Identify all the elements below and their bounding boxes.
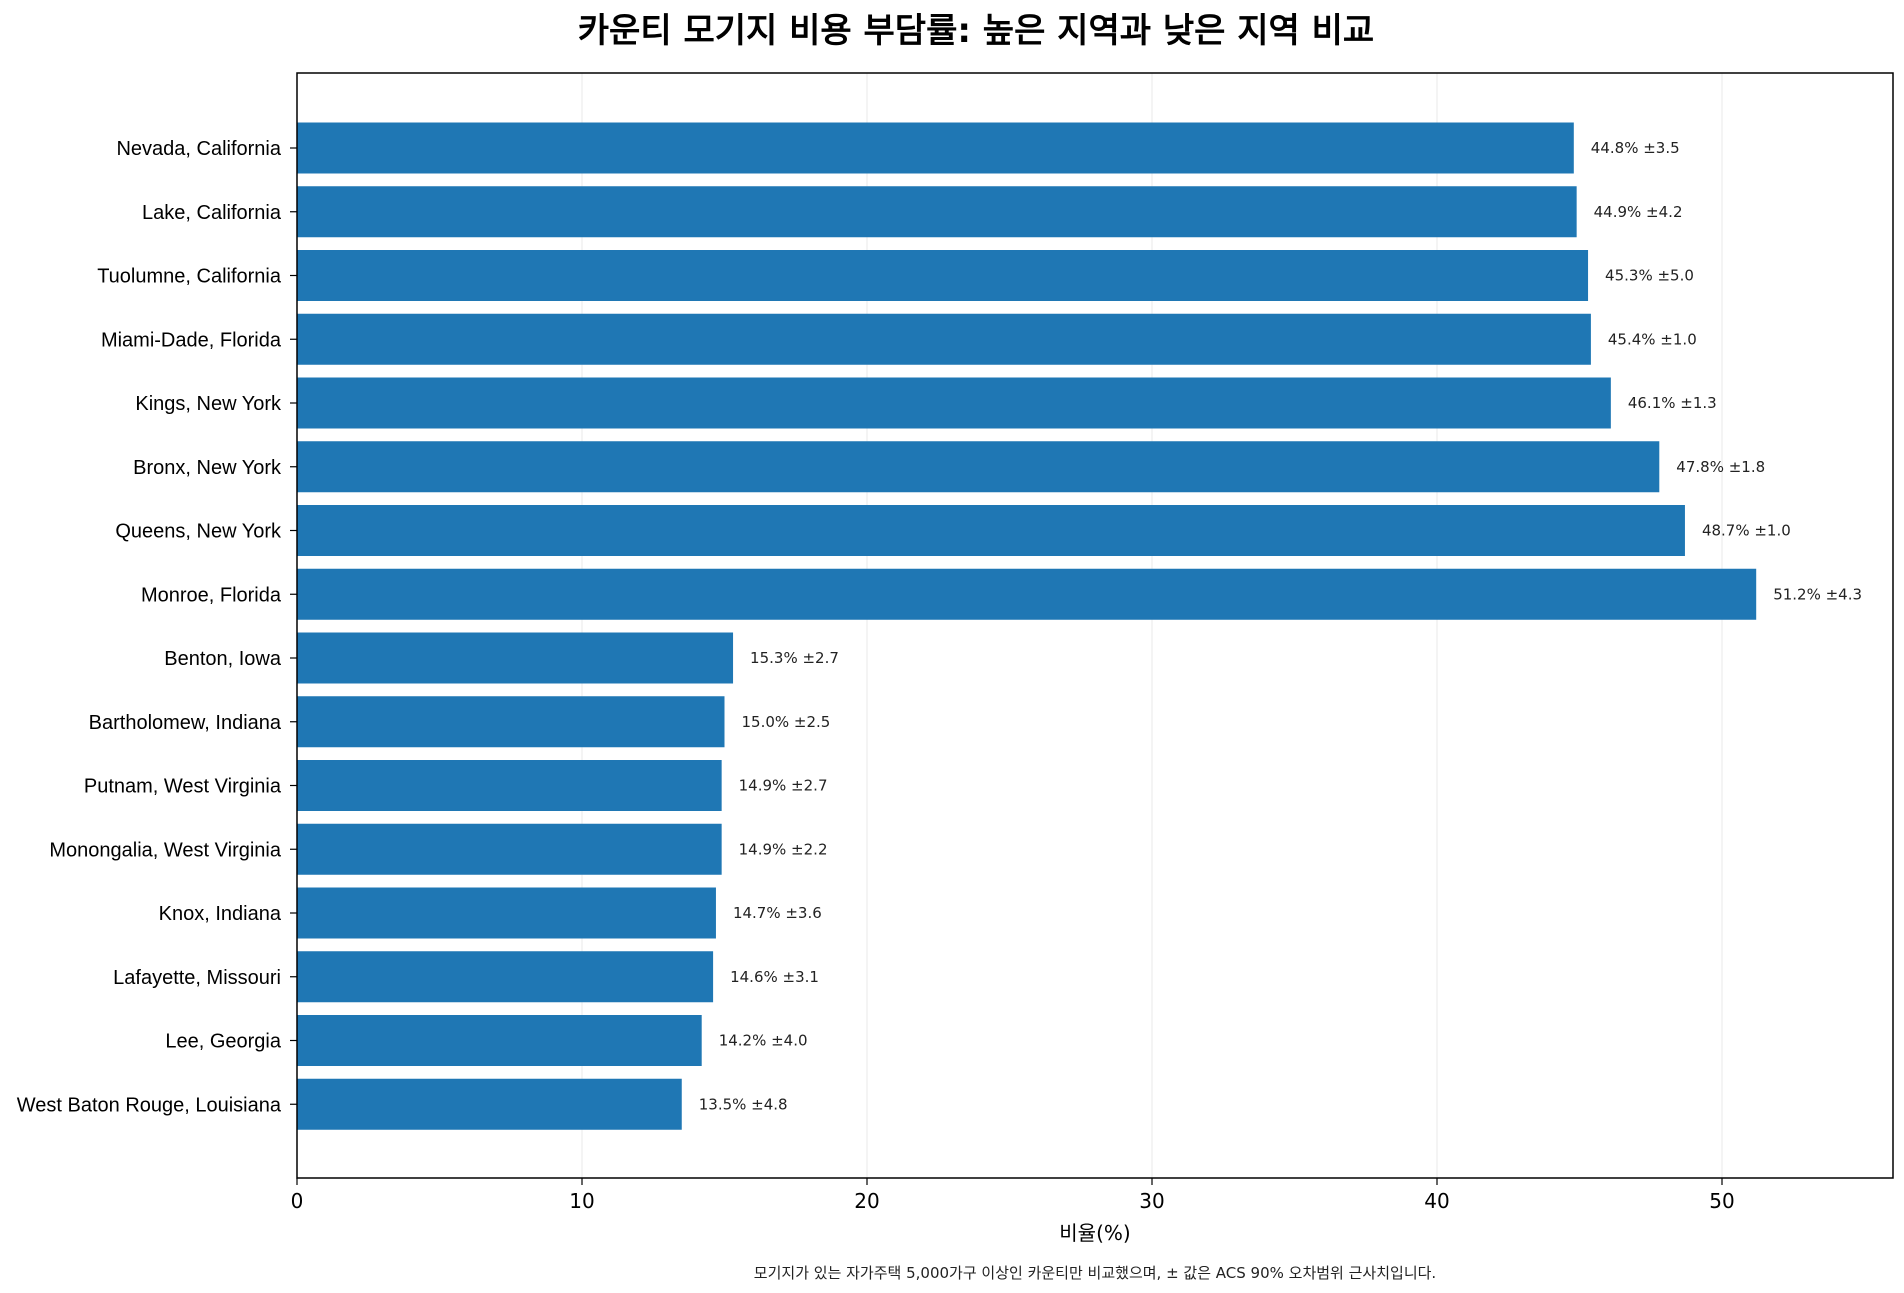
y-tick-label: Monongalia, West Virginia <box>49 839 281 861</box>
y-tick-label: Putnam, West Virginia <box>84 776 282 798</box>
bar <box>297 951 714 1003</box>
y-tick-label: Benton, Iowa <box>164 648 282 670</box>
bar-data-label: 13.5% ±4.8 <box>699 1095 788 1113</box>
x-tick-label: 20 <box>854 1189 879 1213</box>
x-tick-label: 10 <box>569 1189 594 1213</box>
grid-layer <box>581 73 1723 1178</box>
bar <box>297 313 1591 365</box>
chart-title: 카운티 모기지 비용 부담률: 높은 지역과 낮은 지역 비교 <box>578 11 1374 51</box>
bar <box>297 760 722 811</box>
plot-frame <box>296 72 1894 1179</box>
y-tick-label: Knox, Indiana <box>159 903 282 925</box>
bar-data-label: 45.4% ±1.0 <box>1608 330 1697 348</box>
y-tick-label: Miami-Dade, Florida <box>101 329 282 351</box>
bar <box>297 632 734 684</box>
bar <box>297 377 1611 429</box>
x-axis: 0 10 20 30 40 50 <box>291 1178 1735 1213</box>
bar <box>297 122 1574 174</box>
y-tick-label: Lake, California <box>142 202 282 224</box>
footnote: 모기지가 있는 자가주택 5,000가구 이상인 카운티만 비교했으며, ± 값… <box>754 1264 1436 1282</box>
bar-data-label: 47.8% ±1.8 <box>1676 458 1765 476</box>
x-tick-label: 30 <box>1139 1189 1164 1213</box>
bars-layer <box>297 122 1757 1130</box>
y-tick-label: Bartholomew, Indiana <box>89 712 282 734</box>
bar-data-label: 15.3% ±2.7 <box>750 649 839 667</box>
bar <box>297 186 1577 238</box>
x-tick-label: 50 <box>1709 1189 1734 1213</box>
y-tick-label: Lafayette, Missouri <box>113 967 281 989</box>
bar-data-label: 48.7% ±1.0 <box>1702 522 1791 540</box>
bar <box>297 887 716 939</box>
y-tick-label: Lee, Georgia <box>165 1031 282 1053</box>
y-tick-label: West Baton Rouge, Louisiana <box>17 1094 282 1116</box>
bar <box>297 1015 702 1066</box>
y-tick-label: Kings, New York <box>135 393 282 415</box>
y-tick-label: Queens, New York <box>115 521 282 543</box>
bar-data-label: 14.9% ±2.7 <box>739 777 828 795</box>
data-labels-layer: 44.8% ±3.5 44.9% ±4.2 45.3% ±5.0 45.4% ±1.0… <box>699 139 1862 1113</box>
bar-data-label: 44.8% ±3.5 <box>1591 139 1680 157</box>
x-tick-label: 0 <box>291 1189 304 1213</box>
bar-data-label: 45.3% ±5.0 <box>1605 267 1694 285</box>
bar-data-label: 46.1% ±1.3 <box>1628 394 1717 412</box>
y-tick-label: Bronx, New York <box>133 457 282 479</box>
y-tick-label: Tuolumne, California <box>97 266 282 288</box>
bar-data-label: 44.9% ±4.2 <box>1594 203 1683 221</box>
bar-data-label: 14.7% ±3.6 <box>733 904 822 922</box>
bar-data-label: 14.9% ±2.2 <box>739 840 828 858</box>
x-axis-label: 비율(%) <box>1059 1221 1130 1245</box>
bar <box>297 568 1757 620</box>
bar <box>297 823 722 875</box>
bar <box>297 696 725 748</box>
bar <box>297 505 1685 556</box>
bar-data-label: 14.6% ±3.1 <box>730 968 819 986</box>
y-tick-label: Nevada, California <box>116 138 281 160</box>
bar <box>297 250 1589 301</box>
y-axis: Nevada, California Lake, California Tuolum… <box>17 138 297 1116</box>
x-tick-label: 40 <box>1424 1189 1449 1213</box>
bar-data-label: 51.2% ±4.3 <box>1773 585 1862 603</box>
bar <box>297 441 1660 493</box>
bar-data-label: 15.0% ±2.5 <box>742 713 831 731</box>
y-tick-label: Monroe, Florida <box>141 584 282 606</box>
bar-data-label: 14.2% ±4.0 <box>719 1032 808 1050</box>
bar <box>297 1078 682 1130</box>
